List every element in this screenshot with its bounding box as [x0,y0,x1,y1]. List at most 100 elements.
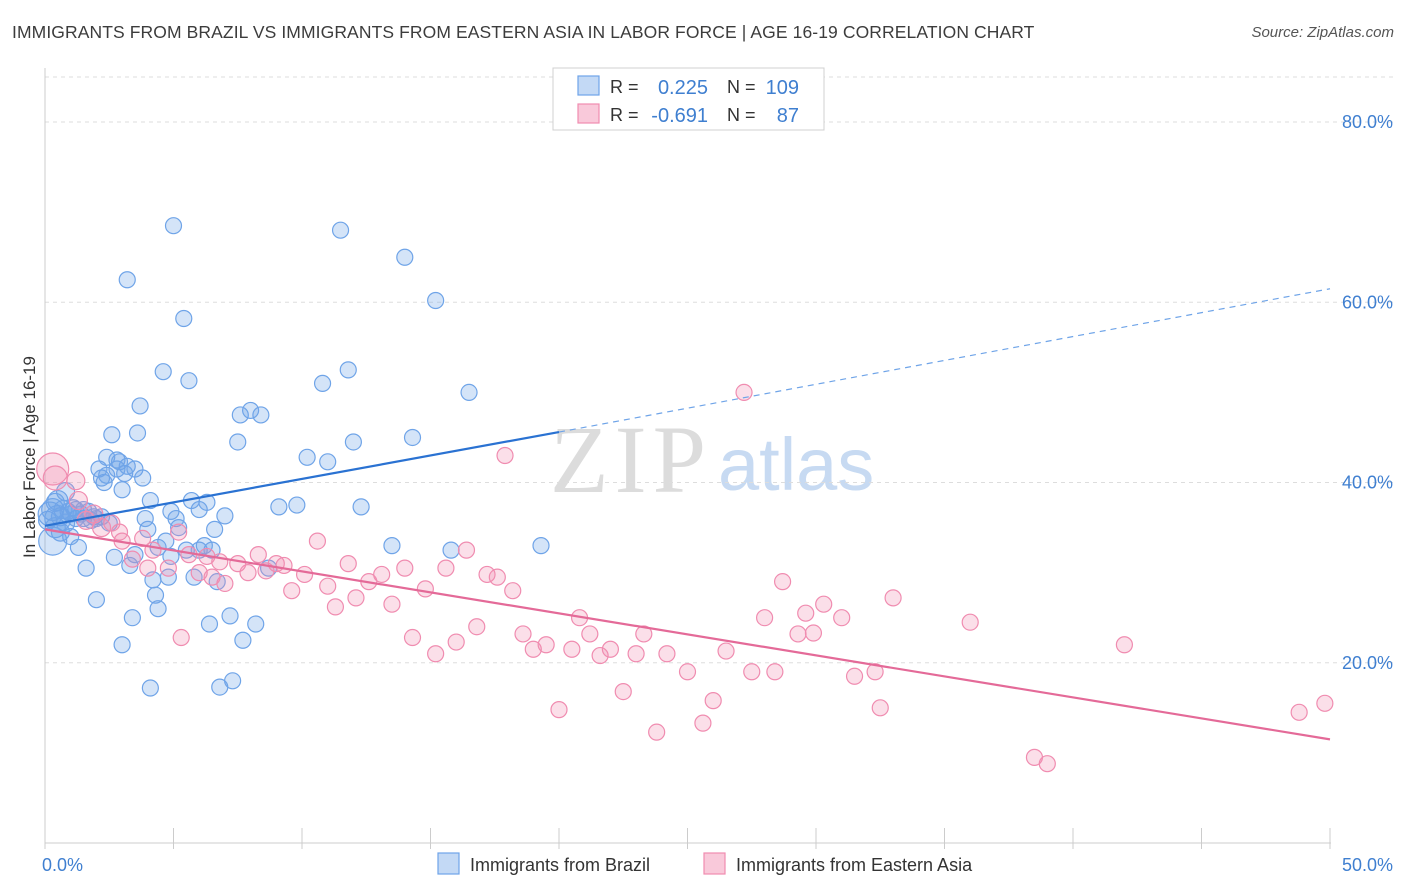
data-point [144,541,162,559]
data-point [105,548,123,566]
watermark-zip: ZIP [550,406,712,513]
chart-title: IMMIGRANTS FROM BRAZIL VS IMMIGRANTS FRO… [12,22,1035,42]
data-point [200,615,219,633]
y-tick-label: 80.0% [1342,112,1393,132]
data-point [797,604,815,622]
data-point [1115,636,1134,654]
data-point [591,646,609,665]
trend-line-brazil [44,430,560,527]
stats-r-label-eastern-asia: R = [610,105,639,125]
data-point [139,559,157,577]
data-point [694,714,712,732]
data-point [866,663,884,681]
data-point [648,723,666,741]
data-point [103,426,121,444]
data-point [339,555,357,573]
data-point [146,586,165,604]
data-point [704,692,722,710]
data-point [98,448,116,466]
stats-n-value-eastern-asia: 87 [777,105,799,127]
data-point [118,271,136,289]
data-point [170,518,188,537]
data-point [123,609,141,627]
data-point [319,577,337,595]
data-point [231,406,249,424]
data-point [139,520,157,538]
tick-labels: 20.0% 40.0% 60.0% 80.0% 0.0% 50.0% [42,112,1393,875]
data-point [134,469,152,487]
data-point [845,667,864,685]
stats-legend: R = 0.225 N = 109 R = -0.691 N = 87 [552,67,825,131]
data-point [283,582,301,600]
data-point [550,701,568,719]
data-point [460,383,478,402]
data-point [92,469,111,487]
data-point [252,406,270,424]
data-point [154,363,172,381]
data-point [247,615,265,633]
data-point [815,595,833,613]
data-point [496,446,514,465]
data-point [164,217,183,235]
data-point [159,559,177,577]
stats-r-value-eastern-asia: -0.691 [651,105,708,127]
data-point [383,595,401,613]
data-point [123,550,141,568]
data-point [234,631,252,649]
data-point [98,466,116,484]
data-point [326,598,345,616]
data-point [871,699,889,717]
data-point [766,663,784,681]
data-point [229,433,247,451]
watermark: ZIP atlas [550,406,874,513]
data-point [66,471,86,491]
data-point [514,625,532,643]
data-point [344,433,362,451]
trend-lines [44,288,1331,741]
data-point [627,645,645,663]
legend-swatch-brazil [437,852,460,875]
data-point [313,374,332,392]
data-point [308,532,327,550]
data-point [198,493,216,511]
data-point [581,625,599,643]
data-point [658,645,676,663]
data-point [331,221,350,239]
data-point [141,491,159,510]
data-point [635,625,653,643]
stats-r-value-brazil: 0.225 [658,77,708,99]
data-point [242,401,260,420]
data-point [537,636,555,654]
data-point [221,607,239,625]
data-point [504,582,522,600]
data-point [614,683,632,701]
data-point [447,633,465,651]
data-point [298,448,316,466]
y-tick-label: 40.0% [1342,473,1393,493]
series-eastern-asia-points [36,383,1334,773]
data-point [87,591,106,609]
data-point [403,428,422,447]
data-point [884,589,902,607]
data-point [427,291,445,310]
data-point [678,663,697,681]
data-point [68,490,89,511]
data-point [396,248,414,266]
data-point [403,628,422,647]
stats-swatch-eastern-asia [577,103,600,124]
data-point [478,565,496,584]
data-point [743,663,761,681]
trend-line-eastern-asia [44,528,1331,741]
data-point [773,573,792,591]
data-point [442,541,460,559]
data-point [1316,694,1334,712]
data-point [383,537,401,555]
legend-label-eastern-asia: Immigrants from Eastern Asia [736,855,973,875]
data-point [373,565,391,584]
data-point [126,546,144,564]
y-axis-title: In Labor Force | Age 16-19 [20,356,39,558]
data-point [159,568,177,586]
data-point [190,564,208,582]
data-point [77,559,95,577]
data-point [131,397,149,415]
